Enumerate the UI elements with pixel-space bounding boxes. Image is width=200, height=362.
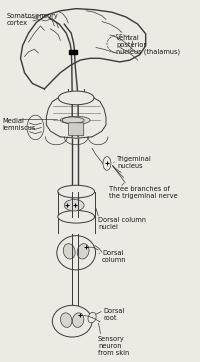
Ellipse shape [63, 244, 75, 259]
Ellipse shape [103, 157, 111, 170]
Ellipse shape [62, 116, 90, 124]
Text: Ventral
posterior
nucleus (thalamus): Ventral posterior nucleus (thalamus) [116, 35, 180, 55]
Ellipse shape [77, 244, 89, 259]
Ellipse shape [72, 313, 84, 327]
Ellipse shape [58, 91, 94, 105]
FancyBboxPatch shape [69, 123, 84, 136]
Ellipse shape [27, 115, 44, 140]
Text: Medial
lemniscus: Medial lemniscus [3, 118, 36, 131]
Text: Dorsal
column: Dorsal column [102, 250, 126, 263]
Text: Sensory
neuron
from skin: Sensory neuron from skin [98, 336, 129, 355]
Ellipse shape [57, 236, 96, 270]
Ellipse shape [58, 210, 95, 223]
Text: Dorsal column
nuclei: Dorsal column nuclei [98, 217, 146, 230]
Text: Three branches of
the trigeminal nerve: Three branches of the trigeminal nerve [109, 186, 178, 199]
Ellipse shape [61, 313, 72, 327]
Ellipse shape [88, 312, 96, 323]
Ellipse shape [64, 199, 84, 211]
Ellipse shape [52, 306, 92, 337]
Text: Trigeminal
nucleus: Trigeminal nucleus [117, 156, 152, 169]
Text: Dorsal
root: Dorsal root [103, 308, 124, 320]
Ellipse shape [58, 185, 95, 198]
Text: Somatosensory
cortex: Somatosensory cortex [7, 13, 58, 26]
